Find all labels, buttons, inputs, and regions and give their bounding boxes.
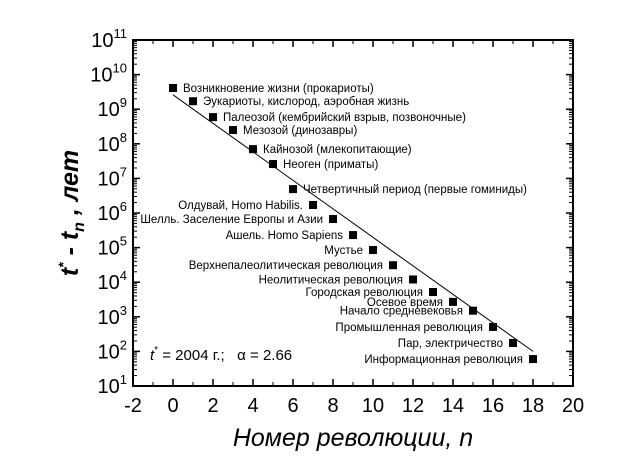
y-tick-label: 1011: [91, 26, 127, 52]
point-label: Шелль. Заселение Европы и Азии: [140, 214, 323, 226]
point-label: Верхнепалеолитическая революция: [189, 260, 383, 272]
y-tick-label: 105: [98, 234, 127, 260]
data-point: [469, 306, 477, 315]
annotation: t* = 2004 г.; α = 2.66: [150, 345, 292, 364]
data-point: [229, 126, 237, 135]
annotation-t: t: [150, 347, 155, 364]
point-label: Кайнозой (млекопитающие): [263, 144, 412, 156]
data-point: [349, 231, 357, 240]
y-label-sub: n: [71, 222, 88, 232]
x-tick-label: 0: [167, 395, 178, 417]
y-tick-label: 108: [98, 130, 127, 156]
data-point: [289, 185, 297, 194]
x-tick-label: 6: [287, 395, 298, 417]
x-tick-label: 8: [327, 395, 338, 417]
data-point: [169, 83, 177, 92]
y-tick-label: 107: [98, 164, 127, 190]
data-point: [449, 297, 457, 306]
x-tick-label: 20: [562, 395, 584, 417]
y-axis-label: t* - tn , лет: [55, 150, 88, 276]
data-point: [369, 246, 377, 255]
point-label: Начало средневековья: [340, 306, 463, 318]
point-label: Неоген (приматы): [283, 159, 378, 171]
point-label: Олдувай, Homo Habilis.: [178, 200, 303, 212]
y-tick-label: 103: [98, 303, 127, 329]
y-tick-label: 106: [98, 199, 127, 225]
data-point: [429, 288, 437, 297]
point-label: Мезозой (динозавры): [243, 125, 357, 137]
x-tick-label: 4: [247, 395, 258, 417]
data-point: [409, 275, 417, 284]
y-tick-label: 102: [98, 337, 127, 363]
y-label-t: t: [56, 266, 84, 276]
point-label: Пар, электричество: [398, 338, 503, 350]
point-label: Промышленная революция: [335, 322, 483, 334]
data-point: [249, 145, 257, 154]
x-tick-label: 14: [442, 395, 464, 417]
point-label: Информационная революция: [364, 354, 523, 366]
point-label: Городская революция: [306, 287, 423, 299]
y-label-rest: , лет: [56, 150, 84, 222]
x-tick-label: 10: [362, 395, 384, 417]
y-label-star: *: [55, 262, 71, 268]
y-tick-label: 109: [98, 95, 127, 121]
y-label-minus: - t: [56, 230, 84, 262]
point-label: Эукариоты, кислород, аэробная жизнь: [203, 96, 409, 108]
x-tick-label: 2: [207, 395, 218, 417]
data-point: [269, 160, 277, 169]
point-label: Палеозой (кембрийский взрыв, позвоночные…: [223, 112, 466, 124]
data-point: [389, 261, 397, 270]
data-point: [209, 113, 217, 122]
data-point: [189, 97, 197, 106]
data-point: [529, 355, 537, 364]
annotation-star: *: [154, 345, 158, 356]
x-tick-label: 12: [402, 395, 424, 417]
x-axis-label: Номер революции, n: [233, 424, 473, 452]
point-label: Ашель. Homo Sapiens: [226, 230, 344, 242]
point-label: Неолитическая революция: [259, 274, 403, 286]
point-label: Осевое время: [367, 297, 443, 309]
data-point: [329, 215, 337, 224]
y-tick-label: 1010: [90, 61, 127, 87]
y-tick-label: 101: [98, 372, 127, 398]
y-tick-label: 104: [98, 268, 127, 294]
annotation-rest: = 2004 г.; α = 2.66: [158, 347, 292, 364]
x-tick-label: 16: [482, 395, 504, 417]
point-label: Мустье: [324, 245, 363, 257]
data-point: [509, 338, 517, 347]
x-tick-label: 18: [522, 395, 544, 417]
data-point: [489, 322, 497, 331]
x-tick-label: -2: [124, 395, 142, 417]
point-label: Возникновение жизни (прокариоты): [183, 83, 374, 95]
data-point: [309, 201, 317, 210]
point-label: Четвертичный период (первые гоминиды): [303, 184, 527, 196]
